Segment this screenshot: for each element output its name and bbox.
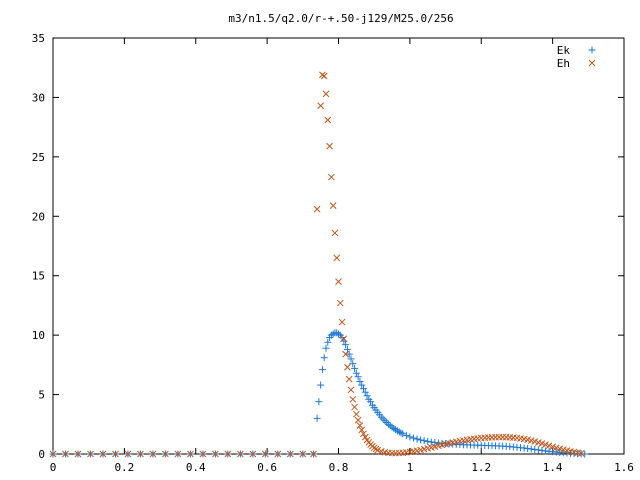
point-eh <box>314 206 320 212</box>
legend-marker-ek <box>589 47 596 54</box>
point-ek <box>417 436 424 443</box>
chart-title: m3/n1.5/q2.0/r-+.50-j129/M25.0/256 <box>228 12 453 25</box>
x-tick-label: 0.4 <box>186 461 206 474</box>
x-axis: 0 0.2 0.4 0.6 0.8 1 1.2 1.4 1.6 <box>50 38 634 474</box>
x-tick-label: 1 <box>407 461 414 474</box>
point-ek <box>351 365 358 372</box>
point-ek <box>410 435 417 442</box>
point-ek <box>314 415 321 422</box>
point-ek <box>381 417 388 424</box>
point-eh <box>337 300 343 306</box>
x-tick-label: 0.8 <box>329 461 349 474</box>
point-eh <box>328 174 334 180</box>
point-eh <box>330 203 336 209</box>
point-ek <box>355 373 362 380</box>
point-ek <box>383 419 390 426</box>
point-eh <box>339 319 345 325</box>
x-tick-label: 1.6 <box>614 461 634 474</box>
y-tick-label: 10 <box>32 329 45 342</box>
point-ek <box>324 339 331 346</box>
point-ek <box>317 382 324 389</box>
point-eh <box>318 103 324 109</box>
point-eh <box>332 230 338 236</box>
point-ek <box>321 354 328 361</box>
plot-frame <box>53 38 624 454</box>
point-ek <box>319 366 326 373</box>
point-eh <box>321 73 327 79</box>
x-tick-label: 1.2 <box>471 461 491 474</box>
point-ek <box>353 370 360 377</box>
x-tick-label: 0.2 <box>114 461 134 474</box>
point-eh <box>344 364 350 370</box>
legend-marker-eh <box>589 60 595 66</box>
point-ek <box>414 436 421 443</box>
legend-label-ek: Ek <box>557 44 571 57</box>
y-tick-label: 30 <box>32 91 45 104</box>
point-eh <box>355 417 361 423</box>
point-ek <box>342 341 349 348</box>
point-eh <box>348 387 354 393</box>
point-eh <box>334 255 340 261</box>
point-ek <box>424 438 431 445</box>
point-ek <box>364 392 371 399</box>
x-tick-label: 0.6 <box>257 461 277 474</box>
point-eh <box>373 446 379 452</box>
x-tick-label: 0 <box>50 461 57 474</box>
point-ek <box>421 437 428 444</box>
point-ek <box>315 398 322 405</box>
legend-label-eh: Eh <box>557 57 570 70</box>
point-ek <box>399 430 406 437</box>
point-ek <box>358 382 365 389</box>
point-eh <box>327 143 333 149</box>
point-eh <box>352 404 358 410</box>
series-eh <box>50 72 584 457</box>
point-ek <box>362 389 369 396</box>
y-tick-label: 5 <box>38 389 45 402</box>
y-tick-label: 0 <box>38 448 45 461</box>
point-eh <box>336 279 342 285</box>
y-tick-label: 35 <box>32 32 45 45</box>
y-tick-label: 15 <box>32 270 45 283</box>
x-tick-label: 1.4 <box>543 461 563 474</box>
y-tick-label: 25 <box>32 151 45 164</box>
y-tick-label: 20 <box>32 210 45 223</box>
point-eh <box>325 117 331 123</box>
point-eh <box>346 376 352 382</box>
point-eh <box>350 396 356 402</box>
point-ek <box>360 385 367 392</box>
point-eh <box>323 91 329 97</box>
plot-area <box>50 72 589 458</box>
point-ek <box>346 351 353 358</box>
point-eh <box>353 411 359 417</box>
point-ek <box>356 378 363 385</box>
point-ek <box>380 415 387 422</box>
point-ek <box>323 345 330 352</box>
point-ek <box>406 433 413 440</box>
point-ek <box>349 360 356 367</box>
